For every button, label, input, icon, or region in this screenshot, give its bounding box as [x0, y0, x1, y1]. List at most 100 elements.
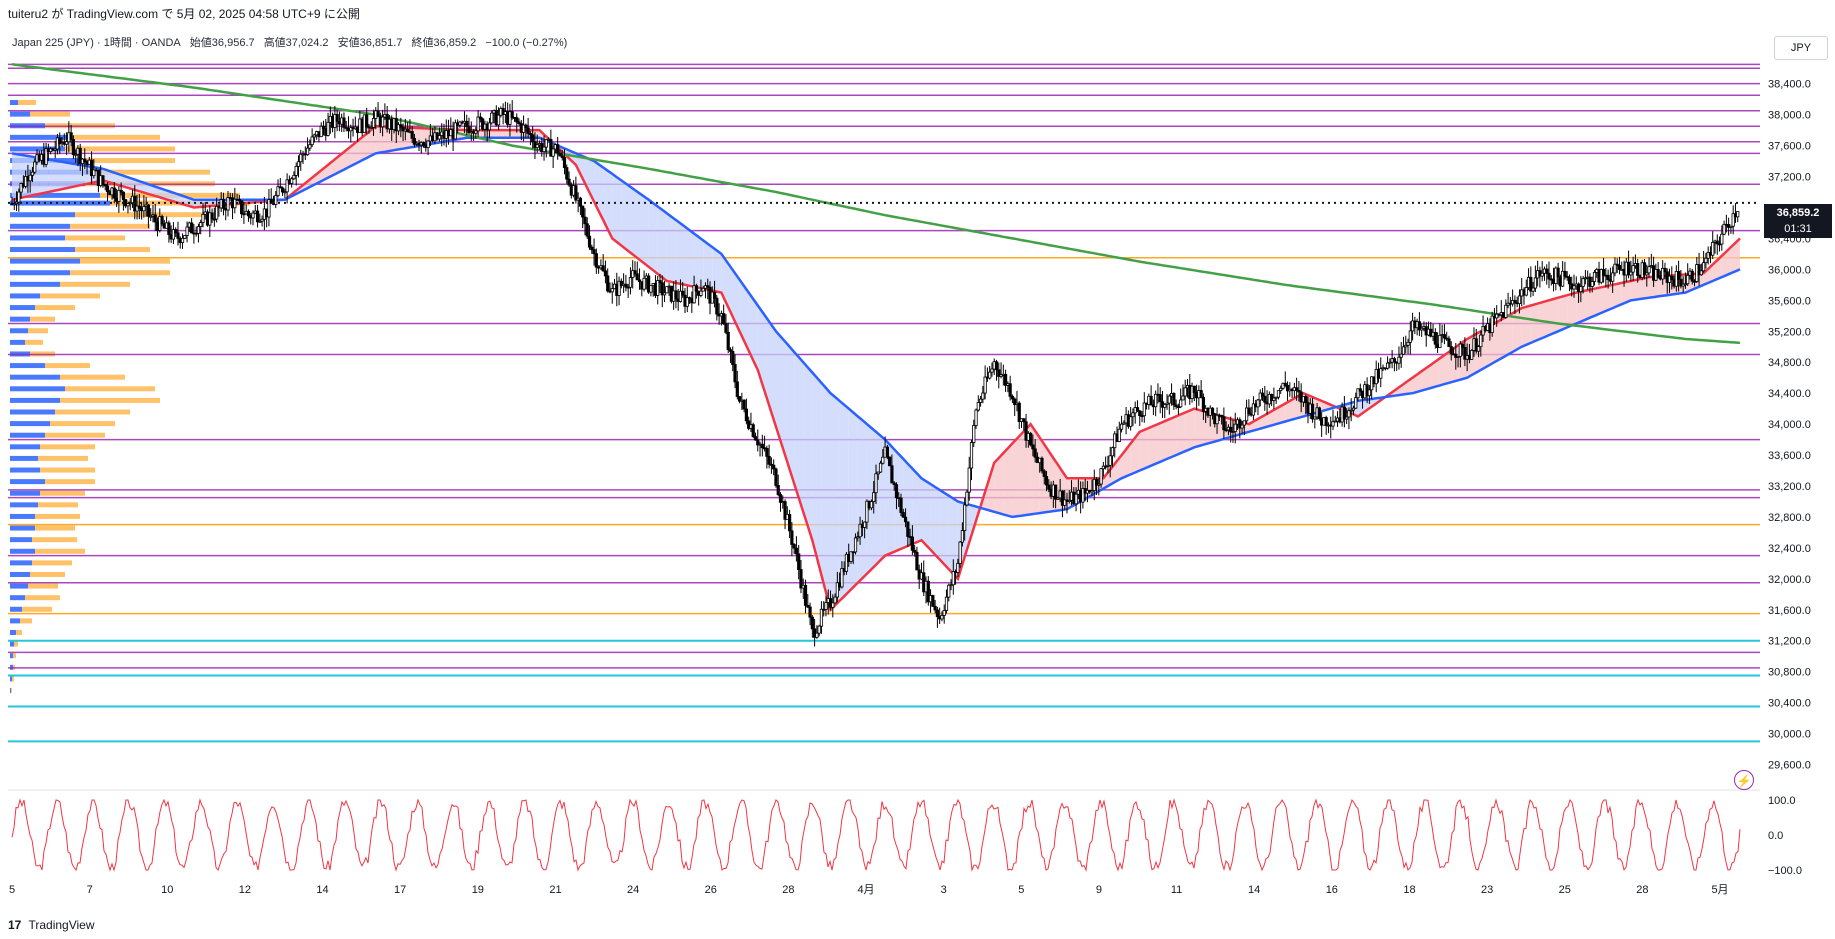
lightning-icon[interactable]: ⚡ [1734, 770, 1754, 790]
footer-brand[interactable]: 17 TradingView [8, 918, 95, 932]
candle-24 [64, 132, 69, 155]
vp-blue-bar-47 [10, 641, 14, 647]
osc-tick-label-1: 0.0 [1768, 830, 1783, 842]
candle-448 [1029, 432, 1033, 447]
candle-body-109 [258, 220, 262, 223]
currency-button[interactable]: JPY [1774, 36, 1828, 60]
candle-body-204 [474, 130, 478, 134]
candle-673 [1540, 261, 1544, 282]
candle-body-543 [1245, 407, 1249, 422]
candle-330 [760, 434, 764, 457]
candle-372 [856, 531, 860, 542]
candle-619 [1417, 312, 1422, 337]
candle-body-228 [528, 133, 533, 136]
cloud-segment-129 [1185, 408, 1195, 452]
candle-body-443 [1017, 402, 1021, 422]
candle-126 [296, 155, 301, 178]
candle-272 [628, 267, 633, 295]
candle-181 [421, 141, 426, 148]
candle-body-551 [1263, 395, 1267, 403]
candle-591 [1354, 392, 1358, 409]
candle-body-739 [1690, 270, 1694, 282]
candle-744 [1702, 250, 1706, 273]
candle-body-676 [1547, 272, 1551, 280]
candle-body-245 [567, 178, 571, 186]
candle-body-300 [692, 285, 696, 304]
candle-body-108 [255, 210, 260, 223]
candle-body-434 [997, 369, 1001, 377]
candle-484 [1110, 446, 1115, 468]
candle-632 [1447, 335, 1451, 348]
candle-body-127 [299, 153, 303, 163]
candle-696 [1592, 269, 1597, 286]
candle-body-756 [1729, 225, 1733, 228]
vp-orange-bar-13 [75, 247, 150, 253]
candle-body-287 [662, 292, 667, 296]
candle-228 [528, 131, 533, 146]
candle-body-159 [371, 117, 376, 128]
candle-8 [28, 169, 32, 193]
candle-84 [201, 202, 205, 228]
candle-body-379 [872, 492, 876, 503]
candle-body-149 [349, 127, 353, 132]
vp-blue-bar-44 [10, 606, 22, 612]
candle-body-611 [1399, 353, 1403, 358]
candle-body-503 [1154, 393, 1158, 408]
candle-body-356 [819, 608, 824, 627]
candle-body-387 [890, 465, 894, 484]
candle-body-744 [1702, 262, 1706, 272]
candle-30 [78, 143, 82, 171]
candle-body-243 [562, 157, 567, 168]
cloud-segment-87 [803, 362, 813, 541]
cloud-segment-156 [1430, 358, 1440, 388]
candle-body-40 [101, 175, 105, 185]
candle-body-455 [1044, 476, 1049, 486]
candle-133 [312, 133, 317, 143]
vp-blue-bar-32 [10, 467, 40, 473]
candle-40 [101, 175, 105, 188]
candle-589 [1349, 398, 1353, 422]
candle-475 [1090, 479, 1094, 497]
candle-body-119 [280, 187, 285, 193]
candle-315 [726, 322, 730, 354]
candle-310 [715, 295, 719, 321]
candle-body-156 [365, 114, 369, 128]
cloud-segment-63 [584, 157, 595, 202]
candle-147 [344, 120, 348, 132]
candle-body-8 [28, 174, 32, 182]
candle-body-254 [587, 235, 592, 248]
candle-body-734 [1679, 279, 1683, 287]
candle-237 [549, 129, 553, 157]
cloud-segment-167 [1530, 302, 1540, 343]
price-axis[interactable]: 29,600.0 30,000.0 30,400.0 30,800.0 31,200.0… [1768, 79, 1811, 772]
candle-body-28 [74, 153, 78, 156]
candle-278 [642, 270, 646, 292]
candle-82 [196, 223, 201, 243]
candle-240 [556, 136, 560, 160]
candle-body-79 [190, 222, 194, 234]
candle-252 [583, 208, 587, 236]
candle-body-304 [701, 287, 705, 292]
candle-body-383 [881, 456, 885, 464]
candle-349 [803, 579, 808, 614]
candle-615 [1408, 321, 1412, 355]
candle-88 [210, 208, 214, 223]
candle-body-130 [305, 147, 310, 155]
candle-420 [965, 490, 969, 507]
candle-455 [1044, 470, 1049, 492]
candle-204 [474, 126, 478, 139]
time-axis[interactable]: 5 7 10 12 14 17 19 21 24 26 28 4月 3 5 9 11 14 16 18 23 25 28 5… [9, 884, 1729, 896]
price-tick-label-20: 37,600.0 [1768, 141, 1811, 153]
candle-body-465 [1067, 499, 1071, 502]
candle-body-711 [1626, 261, 1631, 276]
candle-body-372 [856, 536, 860, 539]
candle-593 [1358, 383, 1362, 396]
candle-body-210 [487, 122, 492, 131]
candle-6 [24, 170, 28, 189]
cloud-segment-75 [694, 233, 704, 289]
candle-748 [1711, 231, 1715, 260]
candle-body-378 [869, 501, 874, 509]
cloud-segment-69 [639, 193, 649, 267]
time-tick-label-18: 18 [1403, 884, 1415, 896]
